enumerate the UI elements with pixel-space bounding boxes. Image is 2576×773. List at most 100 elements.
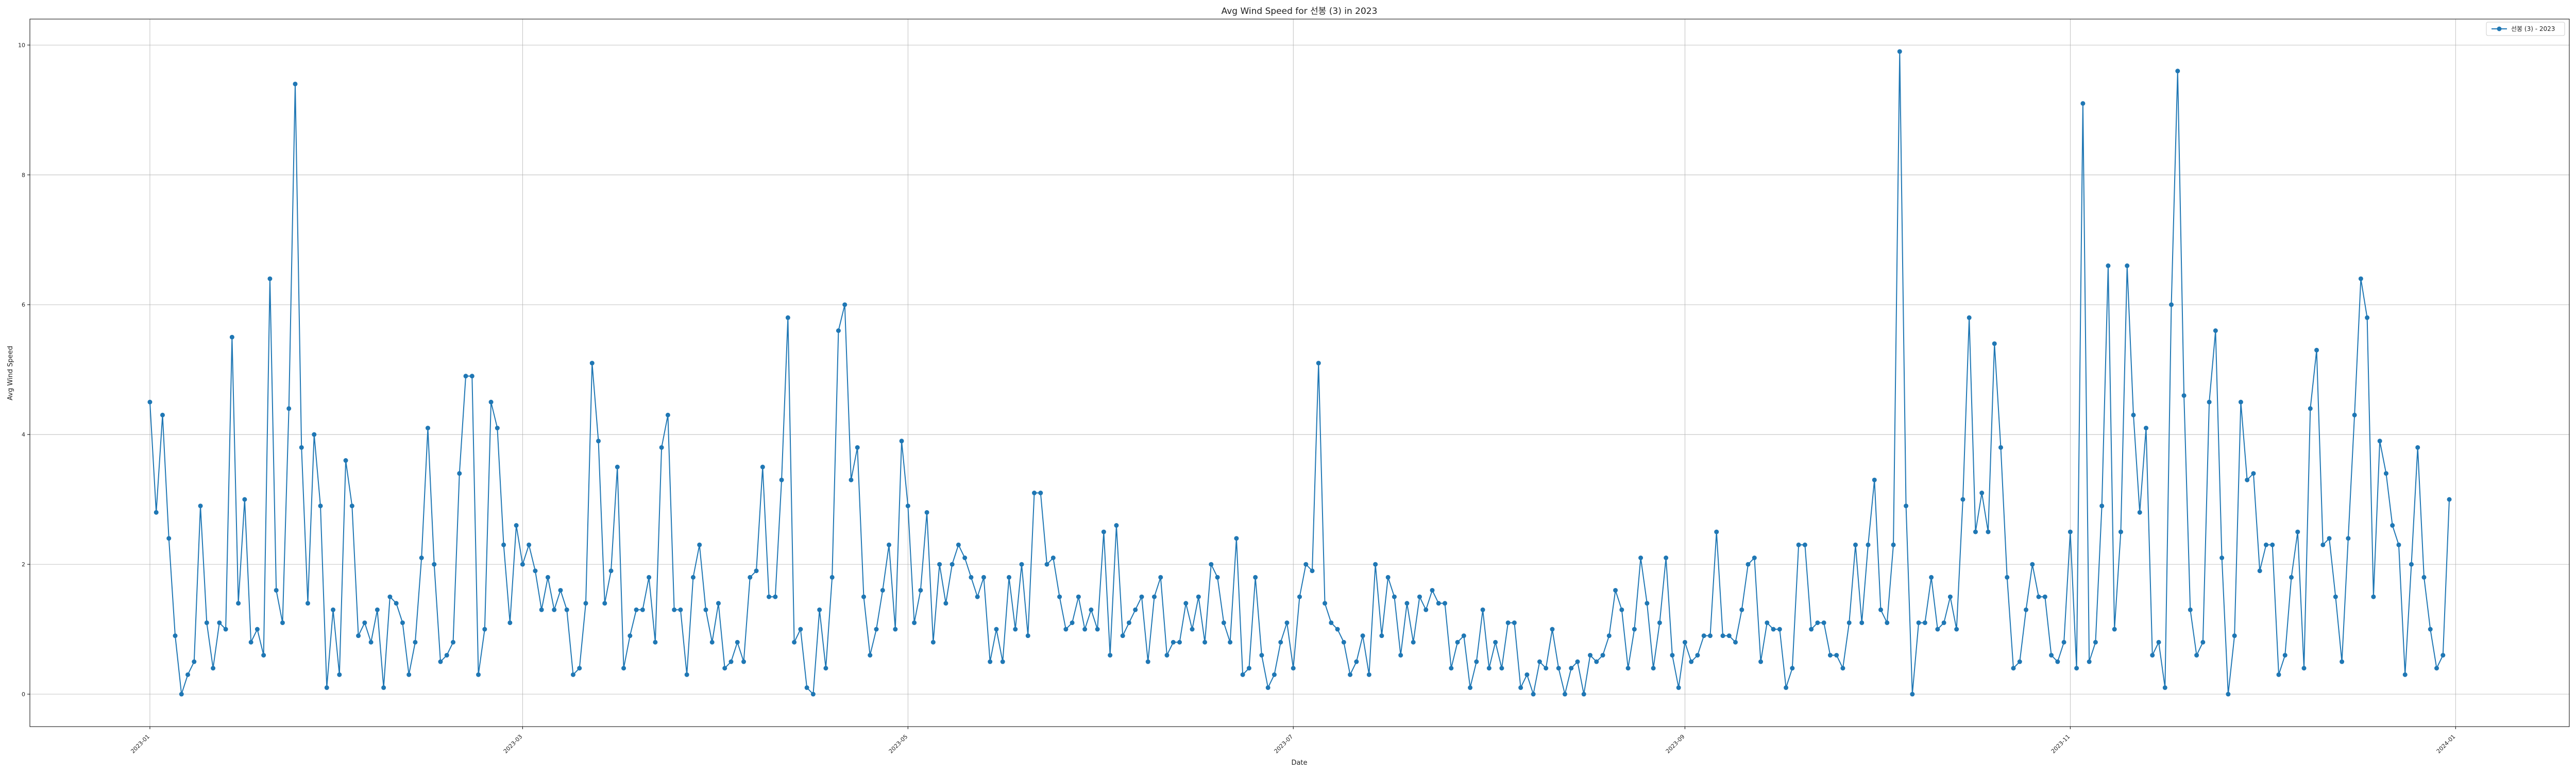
data-point — [324, 685, 329, 690]
data-point — [1411, 640, 1416, 645]
data-point — [1430, 587, 1435, 593]
data-point — [2301, 666, 2307, 671]
data-point — [1057, 594, 1062, 599]
data-point — [1625, 666, 1631, 671]
data-point — [381, 685, 386, 690]
data-point — [2308, 406, 2313, 411]
chart-title: Avg Wind Speed for 선봉 (3) in 2023 — [1222, 6, 1378, 16]
data-point — [2131, 412, 2136, 417]
data-point — [1108, 652, 1113, 658]
data-point — [905, 503, 910, 509]
data-point — [1960, 497, 1965, 502]
data-point — [1986, 529, 1991, 534]
data-point — [1253, 575, 1258, 580]
data-point — [1664, 556, 1669, 560]
data-point — [2207, 399, 2212, 405]
data-point — [1707, 633, 1713, 638]
data-point — [1379, 633, 1384, 638]
data-point — [1726, 633, 1732, 638]
data-point — [1916, 620, 1921, 625]
data-point — [1562, 692, 1567, 697]
data-point — [2333, 594, 2338, 599]
data-point — [779, 477, 784, 482]
data-point — [267, 276, 273, 281]
data-point — [1038, 491, 1043, 496]
data-point — [615, 464, 620, 469]
data-point — [1897, 49, 1902, 54]
data-point — [1000, 659, 1005, 664]
data-point — [697, 542, 702, 547]
data-point — [880, 587, 885, 593]
data-point — [1278, 640, 1283, 645]
data-point — [1695, 652, 1700, 658]
data-point — [425, 426, 430, 431]
data-point — [1670, 652, 1675, 658]
data-point — [1006, 575, 1011, 580]
data-point — [1771, 627, 1776, 632]
data-point — [829, 575, 835, 580]
data-point — [1468, 685, 1473, 690]
data-point — [507, 620, 513, 625]
data-point — [1032, 491, 1037, 496]
data-point — [975, 594, 980, 599]
data-point — [918, 587, 923, 593]
data-point — [1745, 562, 1751, 567]
data-point — [2270, 542, 2275, 547]
data-point — [1366, 672, 1371, 677]
data-point — [1063, 627, 1069, 632]
data-point — [2219, 556, 2225, 560]
data-point — [280, 620, 285, 625]
data-point — [192, 659, 197, 664]
data-point — [956, 542, 961, 547]
data-point — [2087, 659, 2092, 664]
data-point — [1910, 692, 1915, 697]
data-point — [665, 412, 670, 417]
data-point — [640, 607, 645, 612]
data-point — [1739, 607, 1744, 612]
data-point — [798, 627, 803, 632]
data-point — [2314, 347, 2319, 352]
data-point — [2232, 633, 2237, 638]
data-point — [1259, 652, 1264, 658]
data-point — [1177, 640, 1182, 645]
data-point — [2099, 503, 2105, 509]
data-point — [2421, 575, 2427, 580]
data-point — [1979, 491, 1985, 496]
data-point — [2402, 672, 2408, 677]
data-point — [1588, 652, 1593, 658]
data-point — [211, 666, 216, 671]
data-point — [2200, 640, 2206, 645]
data-point — [2371, 594, 2376, 599]
data-point — [160, 412, 165, 417]
data-point — [1139, 594, 1144, 599]
data-point — [488, 399, 494, 405]
data-point — [969, 575, 974, 580]
data-point — [2415, 445, 2420, 450]
data-point — [1935, 627, 1940, 632]
y-tick-label: 10 — [18, 42, 25, 48]
plot-frame — [29, 19, 2570, 727]
data-point — [375, 607, 380, 612]
data-point — [1050, 556, 1056, 560]
data-point — [596, 439, 601, 444]
data-point — [2118, 529, 2123, 534]
data-point — [1569, 666, 1574, 671]
data-point — [242, 497, 247, 502]
data-point — [2409, 562, 2414, 567]
data-point — [1493, 640, 1498, 645]
data-point — [406, 672, 412, 677]
data-point — [735, 640, 740, 645]
data-point — [1265, 685, 1270, 690]
data-point — [451, 640, 455, 645]
data-point — [1013, 627, 1018, 632]
data-point — [1765, 620, 1770, 625]
data-point — [2030, 562, 2035, 567]
data-point — [836, 328, 841, 333]
data-point — [1158, 575, 1163, 580]
data-point — [1461, 633, 1466, 638]
data-point — [792, 640, 797, 645]
data-point — [1354, 659, 1359, 664]
data-point — [887, 542, 892, 547]
data-point — [236, 601, 241, 606]
data-point — [1183, 601, 1189, 606]
